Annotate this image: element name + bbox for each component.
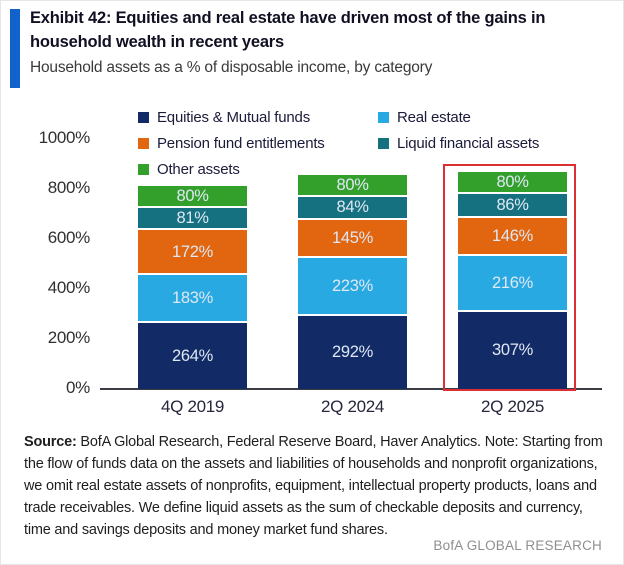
legend-swatch (138, 163, 149, 175)
highlight-box-2q2025 (443, 164, 576, 391)
segment-value-label: 183% (171, 288, 213, 307)
stacked-bar: 307% 216% 146% 86% 80% (458, 172, 567, 389)
bar-segment: 81% (138, 206, 247, 229)
exhibit-title-line-1: Exhibit 42: Equities and real estate hav… (30, 9, 546, 27)
segment-value-label: 172% (171, 242, 213, 261)
x-axis-category-label: 2Q 2025 (480, 397, 545, 416)
segment-value-label: 292% (331, 343, 373, 362)
segment-value-label: 80% (176, 186, 209, 205)
legend-swatch (138, 137, 149, 149)
y-axis-tick-label: 0% (66, 378, 90, 397)
bar-segment: 216% (458, 254, 567, 311)
exhibit-title-line-2: household wealth in recent years (30, 33, 285, 51)
legend-label: Pension fund entitlements (157, 134, 325, 152)
title-accent-bar (10, 9, 20, 88)
bar-segment: 145% (298, 218, 407, 257)
source-text: BofA Global Research, Federal Reserve Bo… (24, 434, 603, 538)
legend-item: Pension fund entitlements (138, 135, 378, 152)
chart-legend: Equities & Mutual funds Real estate Pensio… (138, 104, 539, 182)
bofa-global-research-brand: BofA GLOBAL RESEARCH (433, 538, 602, 553)
legend-item: Liquid financial assets (378, 135, 539, 152)
bar-segment: 86% (458, 192, 567, 216)
bar-segment: 84% (298, 195, 407, 218)
segment-value-label: 145% (331, 228, 373, 247)
legend-label: Liquid financial assets (397, 134, 540, 152)
legend-swatch (378, 111, 389, 123)
x-axis-line (100, 388, 602, 390)
source-label: Source: (24, 434, 77, 450)
bar-segment: 307% (458, 310, 567, 389)
legend-label: Real estate (397, 108, 471, 126)
segment-value-label: 216% (491, 274, 533, 292)
y-axis-tick-label: 400% (47, 278, 91, 297)
bar-segment: 292% (298, 314, 407, 389)
legend-swatch (138, 111, 149, 123)
segment-value-label: 264% (171, 346, 213, 365)
bar-segment: 264% (138, 321, 247, 389)
bar-segment: 146% (458, 215, 567, 255)
segment-value-label: 84% (336, 198, 369, 217)
y-axis-tick-label: 800% (47, 178, 91, 197)
header: Exhibit 42: Equities and real estate hav… (30, 6, 616, 79)
legend-item: Equities & Mutual funds (138, 109, 378, 126)
stacked-bar: 264% 183% 172% 81% 80% (138, 186, 247, 389)
legend-label: Other assets (157, 160, 240, 178)
bar-segment: 80% (138, 186, 247, 206)
y-axis-tick-label: 200% (47, 328, 91, 347)
chart-subtitle: Household assets as a % of disposable in… (30, 59, 433, 76)
x-axis-category-label: 2Q 2024 (320, 397, 385, 416)
segment-value-label: 223% (331, 276, 373, 295)
x-axis-category-label: 4Q 2019 (160, 397, 225, 416)
bar-segment: 223% (298, 256, 407, 314)
segment-value-label: 146% (491, 226, 533, 245)
legend-item: Real estate (378, 109, 539, 126)
segment-value-label: 86% (496, 195, 529, 214)
bar-segment: 183% (138, 273, 247, 321)
stacked-bar: 292% 223% 145% 84% 80% (298, 175, 407, 389)
legend-label: Equities & Mutual funds (157, 108, 310, 126)
bar-segment: 172% (138, 228, 247, 274)
source-note: Source: BofA Global Research, Federal Re… (24, 431, 612, 541)
legend-item: Other assets (138, 161, 378, 178)
segment-value-label: 81% (176, 208, 209, 227)
legend-swatch (378, 137, 389, 149)
y-axis-tick-label: 600% (47, 228, 91, 247)
segment-value-label: 307% (491, 341, 533, 360)
y-axis-tick-label: 1000% (38, 128, 91, 147)
